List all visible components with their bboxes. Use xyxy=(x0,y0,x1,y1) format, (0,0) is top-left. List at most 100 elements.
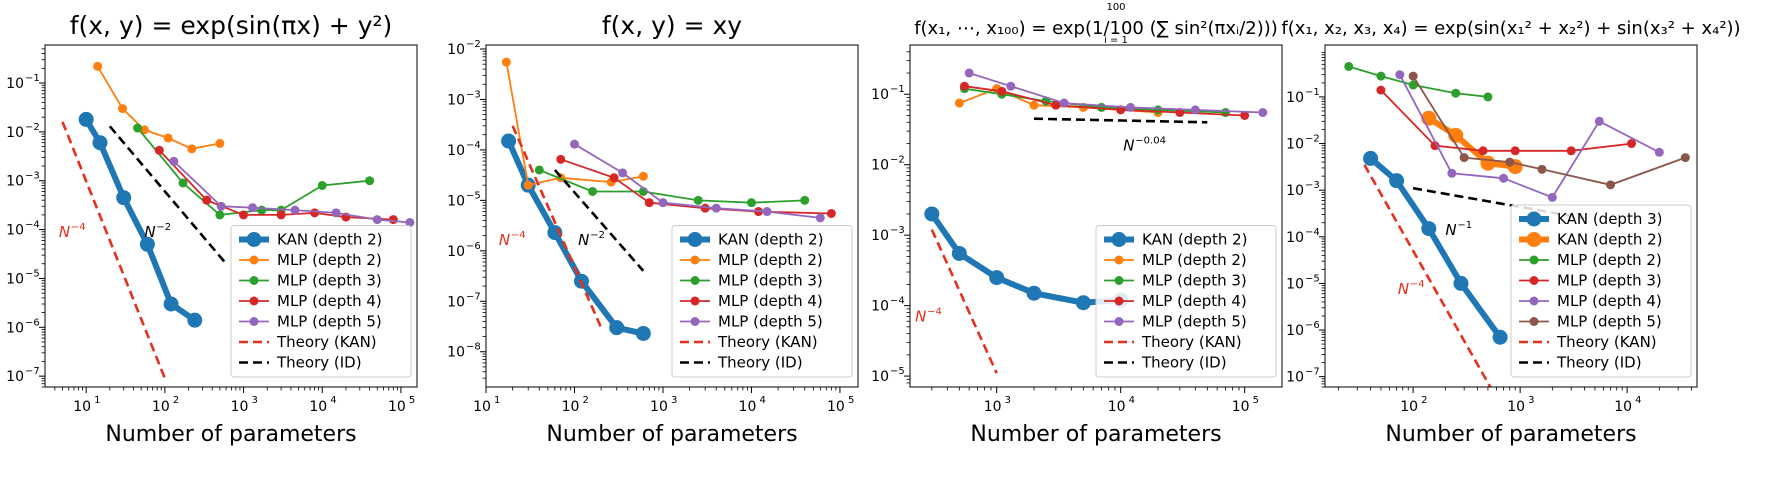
data-point xyxy=(989,270,1005,286)
x-axis-label: Number of parameters xyxy=(970,422,1221,447)
data-point xyxy=(139,236,155,252)
data-point xyxy=(202,195,212,205)
data-point xyxy=(1408,80,1418,90)
series-mlp-depth-2 xyxy=(1344,61,1493,102)
x-tick-exponent: 3 xyxy=(671,395,677,406)
legend: KAN (depth 3) KAN (depth 2) MLP (depth 2) M… xyxy=(1510,204,1692,378)
annotation-exponent: −4 xyxy=(927,306,942,317)
data-point xyxy=(1051,100,1061,110)
data-point xyxy=(1395,70,1405,80)
y-tick-label: 10 xyxy=(1286,90,1304,106)
x-tick-exponent: 4 xyxy=(1129,395,1135,406)
data-point xyxy=(800,195,810,205)
series-line xyxy=(1348,65,1489,98)
series-line xyxy=(930,229,998,374)
y-tick-exponent: −7 xyxy=(1305,367,1320,378)
data-point xyxy=(1376,85,1386,95)
y-tick-label: 10 xyxy=(1286,323,1304,339)
data-layer xyxy=(501,57,836,341)
x-tick-exponent: 5 xyxy=(848,395,854,406)
data-point xyxy=(331,208,341,218)
chart-title: f(x₁, x₂, x₃, x₄) = exp(sin(x₁² + x₂²) +… xyxy=(1281,18,1740,39)
y-tick-label: 10 xyxy=(871,299,889,315)
legend-box xyxy=(230,225,412,378)
series-line xyxy=(553,169,645,272)
data-point xyxy=(1408,71,1418,81)
annotation-label: N xyxy=(499,231,510,249)
data-point xyxy=(609,320,625,336)
data-point xyxy=(139,125,149,135)
y-tick-label: 10 xyxy=(6,223,24,239)
x-tick-label: 10 xyxy=(473,399,491,415)
series-line xyxy=(96,65,221,150)
y-tick-exponent: −4 xyxy=(466,140,481,151)
data-point xyxy=(1547,192,1557,202)
data-point xyxy=(959,81,969,91)
legend-entry: MLP (depth 2) xyxy=(1557,251,1662,269)
data-point xyxy=(1594,116,1604,126)
data-point xyxy=(239,210,249,220)
series-line xyxy=(1033,117,1208,124)
x-tick-exponent: 5 xyxy=(409,395,415,406)
y-tick-exponent: −6 xyxy=(466,241,481,252)
data-point xyxy=(1627,139,1637,149)
series-line xyxy=(574,143,821,219)
series-line xyxy=(1399,74,1660,199)
x-tick-exponent: 2 xyxy=(582,395,588,406)
series-theory-kan xyxy=(1363,164,1492,387)
series-mlp-depth-5 xyxy=(964,68,1268,118)
legend-marker xyxy=(1529,255,1539,265)
series-mlp-depth-5 xyxy=(569,139,825,223)
legend-marker xyxy=(1111,232,1127,247)
y-tick-label: 10 xyxy=(1286,276,1304,292)
chart-panel-1: f(x, y) = exp(sin(πx) + y²)10 1 10 2 10 3 10 4 1… xyxy=(6,11,418,447)
data-point xyxy=(1153,105,1163,115)
plot-frame xyxy=(44,44,418,388)
data-point xyxy=(169,156,179,166)
data-point xyxy=(1059,98,1069,108)
series-kan-depth-2 xyxy=(78,111,203,328)
data-point xyxy=(118,104,128,114)
series-mlp-depth-3 xyxy=(534,165,810,208)
data-point xyxy=(248,203,258,213)
annotation-exponent: −2 xyxy=(156,222,171,233)
legend-entry: KAN (depth 2) xyxy=(1557,231,1663,249)
data-point xyxy=(388,215,398,225)
data-point xyxy=(1654,147,1664,157)
data-layer xyxy=(924,68,1268,374)
data-point xyxy=(501,133,517,149)
legend-marker xyxy=(1529,296,1539,306)
data-layer xyxy=(1344,61,1690,387)
y-tick-label: 10 xyxy=(6,174,24,190)
legend-entry: Theory (KAN) xyxy=(717,333,818,351)
y-tick-exponent: −7 xyxy=(466,291,481,302)
annotation-label: N xyxy=(1398,280,1409,298)
data-point xyxy=(1344,61,1354,71)
legend-entry: KAN (depth 3) xyxy=(1557,210,1663,228)
x-tick-label: 10 xyxy=(1614,399,1632,415)
y-tick-exponent: −2 xyxy=(466,39,481,50)
legend-entry: MLP (depth 4) xyxy=(718,292,823,310)
y-tick-label: 10 xyxy=(6,369,24,385)
y-tick-exponent: −1 xyxy=(890,84,905,95)
legend-marker xyxy=(1114,296,1124,306)
series-line xyxy=(61,121,167,379)
legend-entry: Theory (ID) xyxy=(276,354,362,372)
data-point xyxy=(78,111,94,127)
legend-marker xyxy=(690,296,700,306)
y-tick-exponent: −6 xyxy=(1305,320,1320,331)
legend-marker xyxy=(1114,317,1124,326)
legend-entry: MLP (depth 5) xyxy=(1142,313,1247,331)
y-tick-label: 10 xyxy=(871,158,889,174)
legend-box xyxy=(1510,204,1692,378)
data-point xyxy=(154,145,164,155)
series-line xyxy=(108,125,228,265)
series-kan-depth-2 xyxy=(924,206,1129,311)
data-point xyxy=(1459,153,1469,163)
y-tick-exponent: −6 xyxy=(25,317,40,328)
legend-marker xyxy=(690,255,700,265)
legend-entry: MLP (depth 2) xyxy=(1142,251,1247,269)
